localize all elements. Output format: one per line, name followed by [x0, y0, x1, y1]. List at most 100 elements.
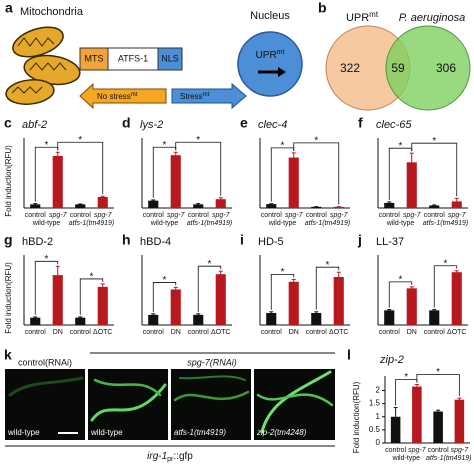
nucleus-label: Nucleus [250, 10, 290, 22]
significance-label: * [78, 135, 82, 146]
x-tick-label: control [143, 212, 164, 219]
x-tick-label: spg-7 [49, 212, 68, 219]
bar [429, 205, 440, 208]
significance-bracket [388, 281, 413, 308]
chart-title: clec-4 [258, 119, 287, 131]
y-axis-label: Fold induction(RFU) [352, 381, 361, 453]
image-label: zip-2(tm4248) [256, 428, 307, 437]
significance-label: * [208, 259, 212, 270]
group-label: wild-type [268, 220, 297, 227]
venn-right-label: P. aeruginosa [399, 12, 465, 24]
y-tick-label: 0 [376, 438, 381, 447]
x-tick-label: control [379, 212, 400, 219]
x-tick-label: ΔOTC [211, 329, 230, 336]
significance-bracket [433, 265, 458, 308]
significance-label: * [196, 135, 200, 146]
significance-bracket [175, 141, 222, 196]
x-tick-label: control [143, 329, 164, 336]
x-tick-label: control [261, 329, 282, 336]
chart-title: lys-2 [140, 119, 163, 131]
bar [390, 416, 401, 443]
x-tick-label: control [424, 212, 445, 219]
bar [170, 155, 181, 208]
nucleus [237, 31, 303, 97]
superscript: mt [203, 92, 210, 98]
group-label: atfs-1(tm4919) [187, 220, 233, 227]
x-tick-label: spg-7 [285, 212, 304, 219]
significance-bracket [57, 141, 104, 195]
significance-label: * [281, 141, 285, 152]
panel-label: d [122, 115, 131, 131]
bar [311, 206, 322, 208]
text-part: No stress [97, 92, 131, 101]
significance-label: * [432, 136, 436, 147]
group-label: wild-type [32, 220, 61, 227]
bar [333, 277, 344, 325]
significance-bracket [411, 142, 458, 197]
nls-label: NLS [161, 53, 179, 63]
panel-label: j [357, 232, 362, 248]
bar [433, 411, 443, 443]
image-header: spg-7(RNAi) [187, 357, 237, 367]
bar [97, 197, 108, 208]
image-header: control(RNAi) [18, 357, 72, 367]
x-tick-label: spg-7 [451, 447, 470, 454]
x-tick-label: control [70, 329, 91, 336]
significance-bracket [34, 260, 59, 315]
x-tick-label: spg-7 [448, 212, 467, 219]
panel-label: k [4, 347, 12, 363]
significance-label: * [404, 372, 408, 383]
stress-label: Stressmt [180, 92, 210, 102]
chart-title: zip-2 [379, 354, 404, 366]
bar [148, 200, 159, 208]
venn-count: 322 [340, 61, 360, 75]
group-label: wild-type [150, 220, 179, 227]
panel-label: b [318, 0, 327, 16]
bar [288, 281, 299, 325]
x-tick-label: ΔOTC [329, 329, 348, 336]
stress-arrow [171, 82, 247, 110]
panel-label: l [347, 347, 351, 363]
bar [451, 201, 462, 208]
bar [266, 313, 277, 325]
mitochondria-label: Mitochondria [20, 6, 84, 18]
no-stress-arrow [79, 82, 167, 110]
bar [215, 199, 226, 208]
x-tick-label: DN [171, 329, 181, 336]
bar [215, 274, 226, 325]
panel-label: a [5, 0, 13, 16]
significance-label: * [45, 140, 49, 151]
group-label: wild-type [386, 220, 415, 227]
chart-title: hBD-4 [140, 236, 171, 248]
bar [406, 288, 417, 325]
bar [148, 314, 159, 325]
panel-label: i [240, 232, 244, 248]
chart-title: hBD-2 [22, 236, 53, 248]
panel-labels: a b c d e f g h i j k l [4, 0, 363, 363]
group-label: atfs-1(tm4919) [423, 220, 469, 227]
chart-title: HD-5 [258, 236, 284, 248]
image-label: atfs-1(tm4919) [174, 428, 226, 437]
y-tick-label: 0.5 [369, 425, 381, 434]
x-tick-label: spg-7 [94, 212, 113, 219]
bar [333, 206, 344, 208]
y-tick-label: 1 [376, 412, 381, 421]
bar [75, 204, 86, 208]
significance-label: * [163, 275, 167, 286]
x-tick-label: ΔOTC [93, 329, 112, 336]
panel-label: h [122, 232, 131, 248]
bar [52, 275, 63, 325]
superscript: mt [369, 10, 379, 19]
bar [170, 289, 181, 325]
significance-label: * [45, 254, 49, 265]
x-tick-label: control [188, 212, 209, 219]
superscript: mt [131, 92, 138, 98]
worms [8, 370, 334, 434]
text-part: Stress [180, 92, 203, 101]
x-tick-label: control [261, 212, 282, 219]
significance-bracket [416, 374, 460, 397]
atfs1-label: ATFS-1 [118, 53, 148, 63]
x-tick-label: control [70, 212, 91, 219]
micrographs: control(RNAi) spg-7(RNAi) wild-type wild… [5, 352, 335, 463]
